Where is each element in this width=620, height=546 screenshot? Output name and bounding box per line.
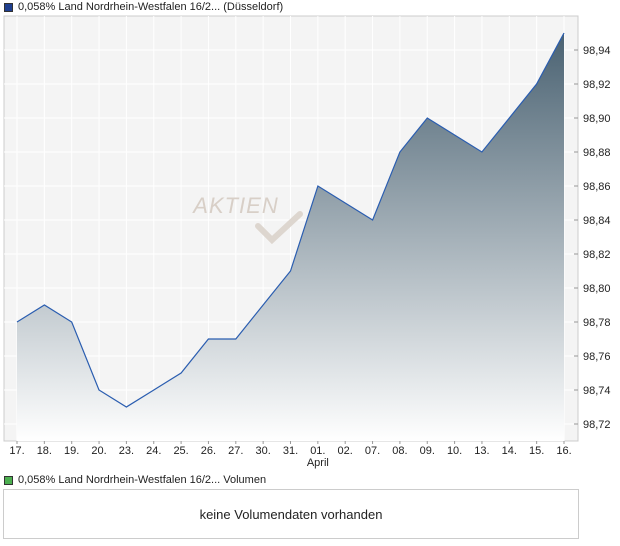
price-area [17,33,564,441]
price-legend-label: 0,058% Land Nordrhein-Westfalen 16/2... … [18,1,284,13]
price-area-fill [17,33,564,441]
x-tick-label: 08. [392,445,407,457]
x-tick-label: 18. [37,445,52,457]
x-tick-label: 13. [474,445,489,457]
x-month-label: April [307,457,329,469]
x-tick-label: 25. [173,445,188,457]
x-tick-label: 27. [228,445,243,457]
x-tick-label: 01. [310,445,325,457]
x-tick-label: 15. [529,445,544,457]
x-tick-label: 10. [447,445,462,457]
x-tick-label: 02. [338,445,353,457]
x-tick-label: 17. [9,445,24,457]
y-tick-label: 98,94 [583,45,611,57]
watermark-check-icon [255,211,303,245]
y-tick-label: 98,80 [583,283,611,295]
x-tick-label: 16. [556,445,571,457]
volume-legend-label: 0,058% Land Nordrhein-Westfalen 16/2... … [18,474,267,486]
y-tick-label: 98,90 [583,113,611,125]
y-tick-label: 98,74 [583,385,611,397]
x-axis-ticks: 17. 18. 19. 20. 23. 24. 25. 26. 27. 30. 31. 01.Apri… [9,441,572,469]
y-tick-label: 98,78 [583,317,611,329]
x-tick-label: 20. [91,445,106,457]
y-tick-label: 98,92 [583,79,611,91]
x-tick-label: 31. [283,445,298,457]
y-tick-label: 98,72 [583,419,611,431]
price-legend-swatch [4,2,13,12]
x-tick-label: 26. [201,445,216,457]
price-series-line [16,32,565,408]
price-line [16,32,565,408]
price-chart: AKTIEN 98,7298,7498,7698,7898,8098,8298,… [3,15,611,469]
x-tick-label: 24. [146,445,161,457]
y-tick-label: 98,88 [583,147,611,159]
y-tick-label: 98,86 [583,181,611,193]
watermark-logo: AKTIEN [191,193,278,218]
y-tick-label: 98,76 [583,351,611,363]
x-tick-label: 07. [365,445,380,457]
y-tick-label: 98,84 [583,215,611,227]
price-legend: 0,058% Land Nordrhein-Westfalen 16/2... … [4,0,283,14]
x-tick-label: 19. [64,445,79,457]
y-tick-label: 98,82 [583,249,611,261]
volume-empty-message: keine Volumendaten vorhanden [199,506,383,522]
x-tick-label: 30. [256,445,271,457]
x-tick-label: 23. [119,445,134,457]
volume-legend: 0,058% Land Nordrhein-Westfalen 16/2... … [4,473,266,487]
y-axis-ticks: 98,72 98,74 98,76 98,78 98,80 98,82 98,84 98,86… [574,45,611,431]
x-tick-label: 09. [420,445,435,457]
volume-panel: keine Volumendaten vorhanden [3,489,579,539]
volume-legend-swatch [4,475,13,485]
x-tick-label: 14. [502,445,517,457]
